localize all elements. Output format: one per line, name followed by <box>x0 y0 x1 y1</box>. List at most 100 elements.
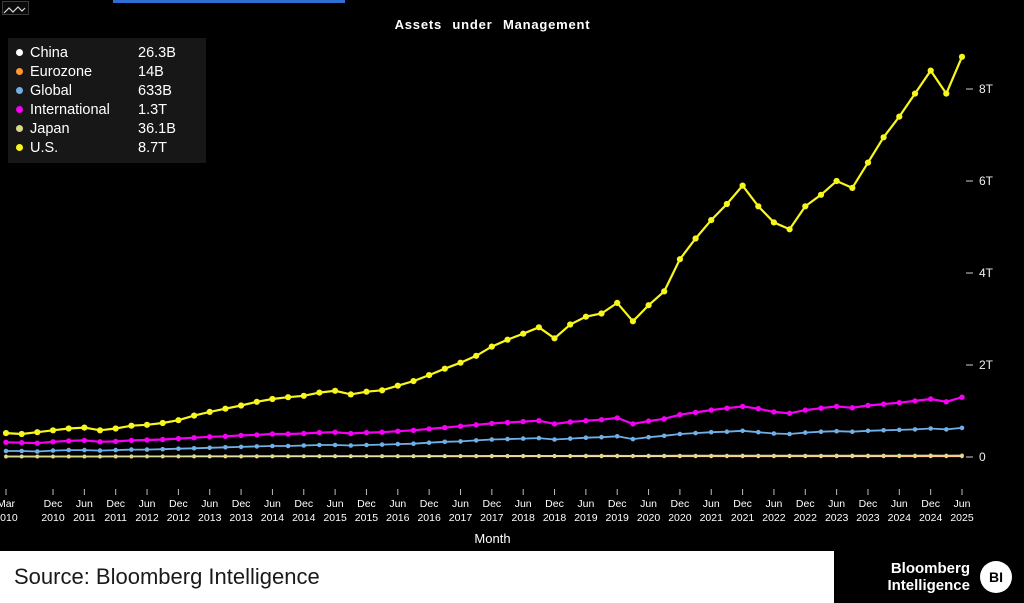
series-global[interactable] <box>3 425 965 454</box>
x-tick-month: Jun <box>452 498 469 510</box>
data-point-marker <box>395 441 401 447</box>
data-point-marker <box>693 453 698 458</box>
x-tick-month: Jun <box>389 498 406 510</box>
legend-item-eurozone[interactable]: Eurozone 14B <box>16 62 198 81</box>
data-point-marker <box>191 412 198 419</box>
data-point-marker <box>159 419 166 427</box>
data-point-marker <box>442 439 448 445</box>
data-point-marker <box>253 398 260 405</box>
data-point-marker <box>802 203 809 210</box>
data-point-marker <box>458 439 463 444</box>
data-point-marker <box>614 434 620 439</box>
data-point-marker <box>709 453 713 458</box>
series-japan[interactable] <box>4 453 964 459</box>
data-point-marker <box>803 453 808 458</box>
legend-item-china[interactable]: China 26.3B <box>16 43 198 62</box>
data-point-marker <box>35 449 40 454</box>
data-point-marker <box>442 424 448 431</box>
data-point-marker <box>332 429 338 435</box>
data-point-marker <box>662 453 666 458</box>
data-point-marker <box>739 403 746 410</box>
data-point-marker <box>333 454 337 458</box>
data-point-marker <box>677 431 683 437</box>
x-tick-year: 2024 <box>919 512 943 524</box>
x-tick-year: 2012 <box>135 512 159 524</box>
data-point-marker <box>81 424 88 431</box>
data-point-marker <box>302 454 306 458</box>
data-point-marker <box>631 453 635 458</box>
data-point-marker <box>300 392 307 399</box>
legend-color-dot-icon <box>16 125 23 132</box>
x-tick-month: Dec <box>44 498 63 510</box>
data-point-marker <box>364 442 369 448</box>
data-point-marker <box>176 446 181 452</box>
data-point-marker <box>944 427 949 432</box>
x-tick-month: Jun <box>640 498 657 510</box>
x-tick-year: 2019 <box>606 512 630 524</box>
data-point-marker <box>239 454 243 458</box>
data-point-marker <box>599 453 604 458</box>
x-tick-year: 2017 <box>449 512 473 524</box>
data-point-marker <box>394 382 401 389</box>
data-point-marker <box>959 394 965 400</box>
data-point-marker <box>676 256 684 263</box>
x-tick-year: 2014 <box>261 512 285 524</box>
data-point-marker <box>457 423 464 429</box>
bi-badge-icon: BI <box>980 561 1012 593</box>
x-tick-year: 2010 <box>41 512 65 524</box>
legend-item-us[interactable]: U.S. 8.7T <box>16 138 198 157</box>
data-point-marker <box>411 441 416 447</box>
data-point-marker <box>615 453 619 458</box>
y-tick-label: 2T <box>979 358 994 372</box>
legend-item-japan[interactable]: Japan 36.1B <box>16 119 198 138</box>
bloomberg-intelligence-logo: Bloomberg Intelligence <box>887 560 970 595</box>
chart-plot-area[interactable]: 0 2T 4T 6T 8T Mar 2010 Dec 2010 Jun 2011 Dec 2011 Jun… <box>0 0 1024 552</box>
data-point-marker <box>97 439 103 445</box>
data-point-marker <box>536 435 542 441</box>
data-point-marker <box>474 454 479 458</box>
data-point-marker <box>207 434 213 440</box>
active-tab-indicator[interactable] <box>113 0 345 3</box>
data-point-marker <box>505 453 510 458</box>
legend-series-value: 36.1B <box>138 120 176 137</box>
data-point-marker <box>756 453 761 458</box>
data-point-marker <box>81 437 88 444</box>
data-point-marker <box>160 454 165 459</box>
data-point-marker <box>802 407 808 413</box>
data-point-marker <box>222 433 229 439</box>
data-point-marker <box>880 401 887 407</box>
data-point-marker <box>723 200 731 208</box>
data-point-marker <box>238 402 245 409</box>
data-point-marker <box>411 454 416 458</box>
data-point-marker <box>678 453 682 458</box>
data-point-marker <box>567 419 573 425</box>
data-point-marker <box>551 421 558 427</box>
data-point-marker <box>207 445 212 451</box>
legend-item-global[interactable]: Global 633B <box>16 81 198 100</box>
data-point-marker <box>645 418 652 424</box>
series-line <box>5 396 963 445</box>
footer-bar: Source: Bloomberg Intelligence Bloomberg… <box>0 551 1024 603</box>
legend-color-dot-icon <box>16 106 23 113</box>
data-point-marker <box>598 310 605 317</box>
data-point-marker <box>66 454 71 459</box>
legend-item-international[interactable]: International 1.3T <box>16 100 198 119</box>
y-tick-label: 4T <box>979 266 994 280</box>
data-point-marker <box>772 453 776 458</box>
data-point-marker <box>786 226 793 233</box>
legend-series-name: Global <box>30 82 72 99</box>
series-international[interactable] <box>3 394 965 446</box>
legend-series-name: International <box>30 101 110 118</box>
data-point-marker <box>223 454 228 458</box>
data-point-marker <box>113 438 119 445</box>
data-point-marker <box>3 439 9 445</box>
data-point-marker <box>755 406 761 412</box>
data-point-marker <box>286 454 290 458</box>
data-point-marker <box>285 431 291 437</box>
x-tick-month: Jun <box>264 498 281 510</box>
line-chart-icon[interactable] <box>2 1 29 15</box>
data-point-marker <box>505 436 510 442</box>
x-tick-month: Jun <box>765 498 782 510</box>
series-us[interactable] <box>2 53 966 438</box>
data-point-marker <box>677 412 683 418</box>
